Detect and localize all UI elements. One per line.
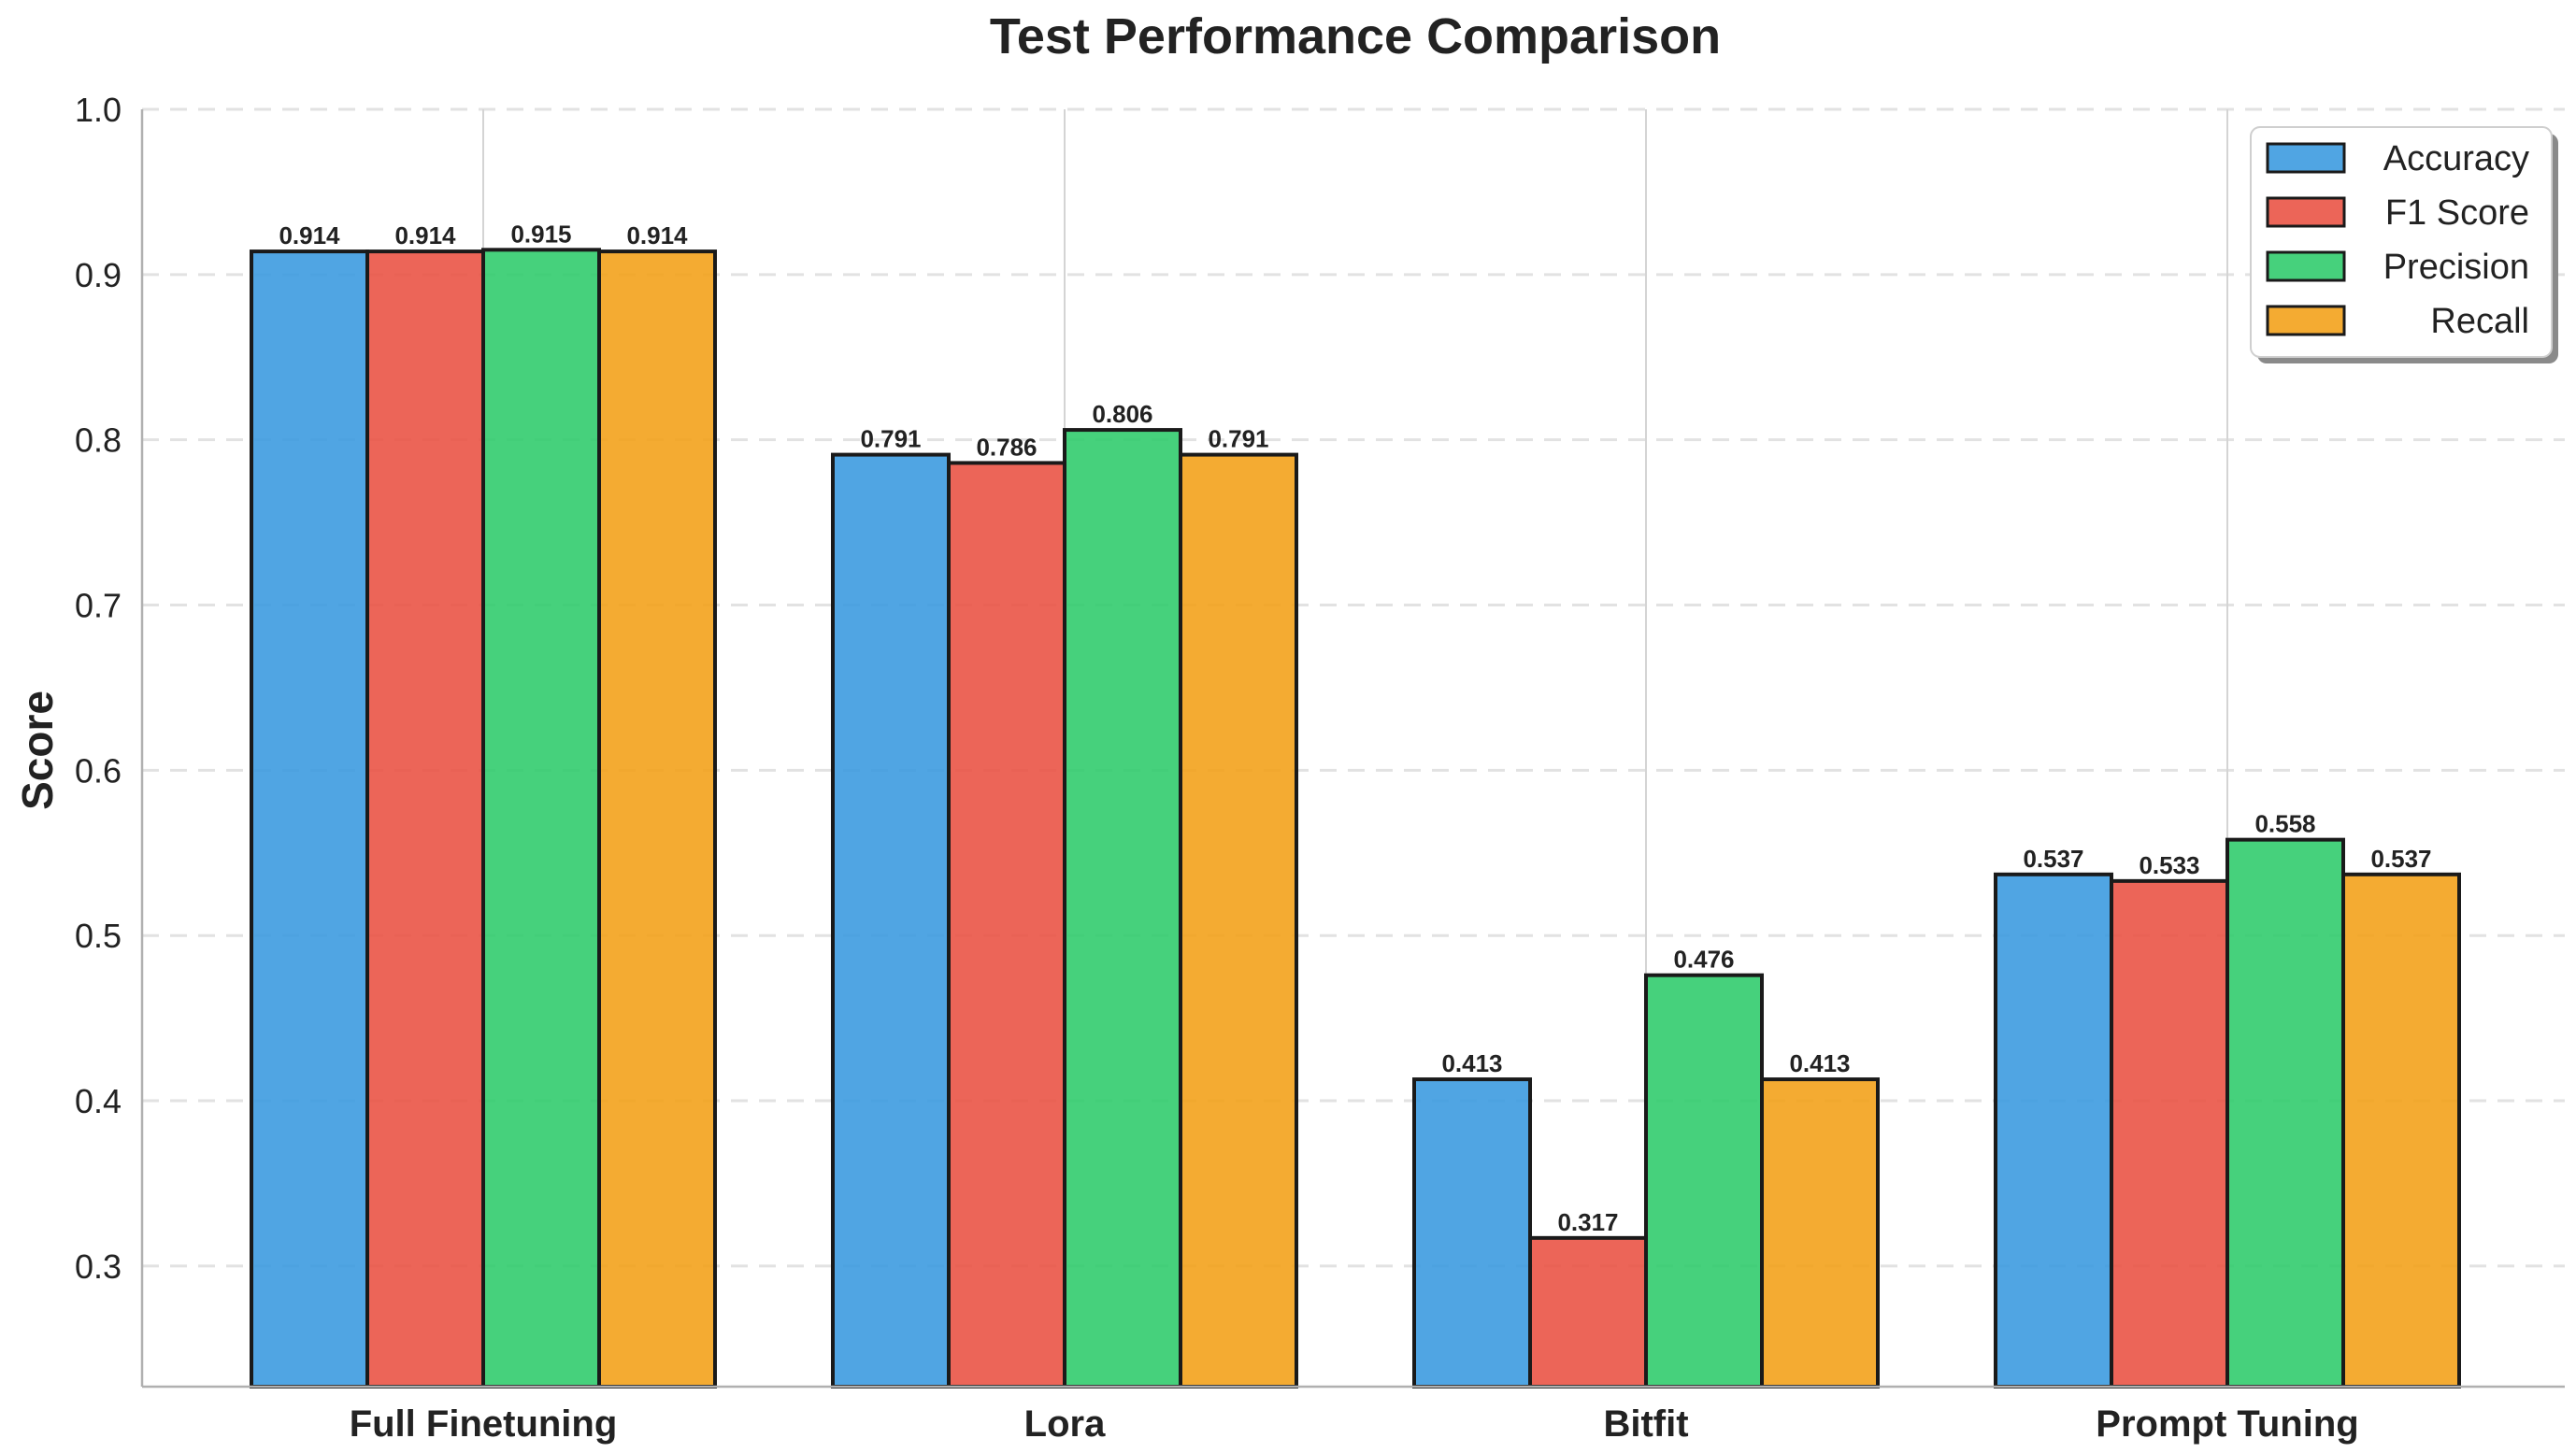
bar [831, 452, 951, 1389]
bar [1412, 1077, 1532, 1389]
legend: Accuracy F1 Score Precision Recall [2250, 126, 2558, 363]
x-tick-label: Bitfit [1603, 1403, 1688, 1445]
bar-value-label: 0.914 [626, 221, 688, 249]
bar [365, 249, 485, 1389]
legend-box [2250, 126, 2553, 358]
bar-value-label: 0.914 [394, 221, 456, 249]
bar-value-label: 0.537 [2023, 845, 2083, 873]
y-tick-label: 0.9 [75, 256, 122, 294]
y-tick-label: 0.6 [75, 751, 122, 790]
bar [597, 249, 717, 1389]
y-tick-label: 0.5 [75, 917, 122, 955]
x-tick-label: Lora [1024, 1403, 1106, 1445]
legend-swatch [2266, 196, 2346, 228]
legend-swatch [2266, 142, 2346, 174]
legend-label: F1 Score [2385, 193, 2529, 233]
bar [2225, 837, 2345, 1389]
bar-value-label: 0.786 [976, 433, 1037, 461]
bar-value-label: 0.791 [1208, 425, 1268, 453]
y-tick-label: 0.4 [75, 1082, 122, 1120]
bar-value-label: 0.317 [1557, 1208, 1618, 1236]
bar-value-label: 0.533 [2139, 851, 2199, 879]
legend-label: Recall [2430, 302, 2529, 341]
bar [947, 461, 1066, 1389]
bar [1760, 1077, 1880, 1389]
bar-value-label: 0.476 [1673, 946, 1734, 974]
bars: 0.914 0.791 0.413 0.537 0.914 0.786 0.317 0.533… [250, 220, 2461, 1389]
y-tick-label: 0.7 [75, 587, 122, 625]
y-tick-label: 0.8 [75, 421, 122, 460]
axes: 0.3 0.4 0.5 0.6 0.7 0.8 0.9 1.0 Full Finetuning L… [75, 91, 2565, 1445]
bar [1994, 872, 2113, 1389]
y-axis-label: Score [13, 691, 62, 810]
bar [1063, 428, 1182, 1389]
bar-value-label: 0.791 [860, 425, 921, 453]
legend-swatch [2266, 305, 2346, 336]
y-tick-label: 0.3 [75, 1247, 122, 1286]
bar-value-label: 0.806 [1092, 400, 1152, 428]
chart-title: Test Performance Comparison [990, 8, 1721, 64]
bar-value-label: 0.558 [2254, 810, 2315, 838]
bar-value-label: 0.413 [1789, 1049, 1850, 1077]
legend-swatch [2266, 250, 2346, 282]
x-tick-label: Full Finetuning [350, 1403, 618, 1445]
bar [2110, 878, 2229, 1389]
bar-value-label: 0.413 [1441, 1049, 1502, 1077]
bar [1179, 452, 1298, 1389]
bar [250, 249, 369, 1389]
bar [481, 248, 601, 1389]
bar-value-label: 0.915 [510, 220, 571, 248]
legend-label: Precision [2383, 248, 2529, 287]
bar [1644, 973, 1764, 1389]
x-tick-label: Prompt Tuning [2096, 1403, 2358, 1445]
legend-label: Accuracy [2383, 139, 2529, 178]
y-tick-label: 1.0 [75, 91, 122, 129]
bar [1528, 1235, 1648, 1389]
bar-value-label: 0.914 [279, 221, 340, 249]
bar-value-label: 0.537 [2370, 845, 2431, 873]
bar [2341, 872, 2461, 1389]
